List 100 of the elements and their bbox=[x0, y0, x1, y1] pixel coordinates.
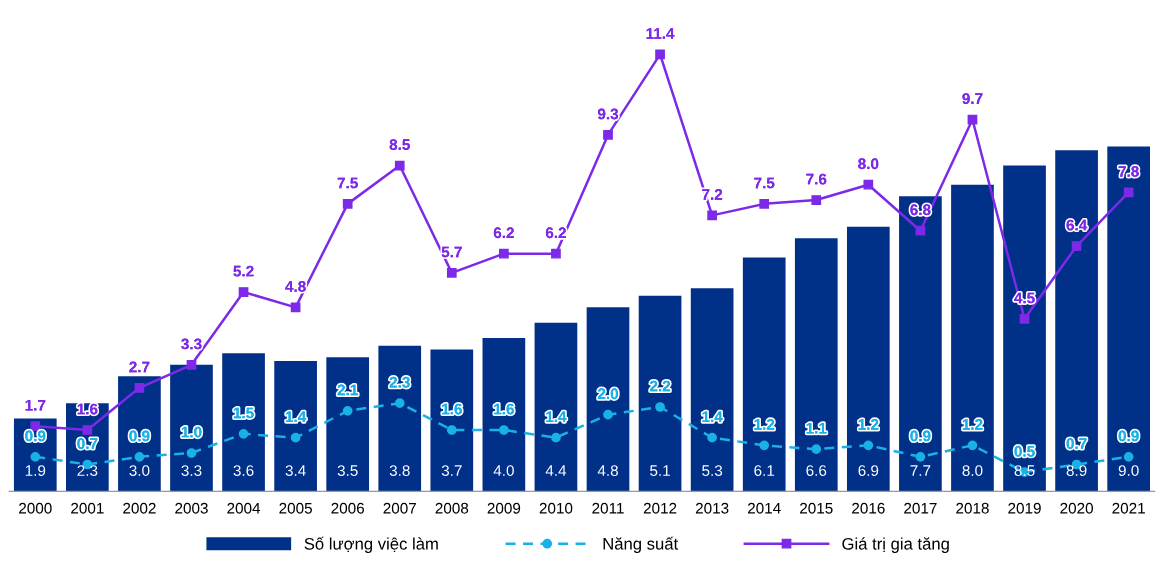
point bbox=[342, 405, 353, 416]
data-label: 3.6 bbox=[233, 465, 254, 476]
data-label: 8.5 bbox=[389, 139, 410, 151]
data-label: 9.0 bbox=[1118, 465, 1139, 476]
point bbox=[967, 440, 978, 451]
x-tick-label: 2012 bbox=[643, 502, 677, 514]
bar bbox=[482, 338, 526, 492]
bar bbox=[1107, 146, 1150, 492]
point bbox=[915, 451, 926, 462]
point bbox=[1019, 313, 1030, 324]
x-tick-label: 2009 bbox=[487, 502, 521, 514]
data-label: 6.4 bbox=[1066, 219, 1088, 231]
data-label: 1.2 bbox=[754, 418, 775, 430]
x-tick-label: 2002 bbox=[123, 502, 156, 514]
point bbox=[1123, 451, 1134, 462]
data-label: 0.9 bbox=[129, 430, 150, 442]
data-label: 7.8 bbox=[1118, 166, 1139, 177]
data-label: 2.7 bbox=[129, 361, 150, 373]
x-tick-label: 2010 bbox=[539, 502, 573, 514]
data-label: 0.7 bbox=[77, 438, 98, 449]
x-tick-label: 2004 bbox=[227, 502, 261, 514]
x-tick-label: 2014 bbox=[747, 502, 781, 514]
data-label: 0.9 bbox=[1118, 430, 1139, 442]
data-label: 8.5 bbox=[1014, 465, 1035, 476]
data-label: 1.6 bbox=[77, 403, 98, 415]
data-label: 11.4 bbox=[646, 28, 675, 39]
x-tick-label: 2017 bbox=[904, 502, 937, 514]
data-label: 1.9 bbox=[25, 465, 46, 476]
data-label: 8.0 bbox=[962, 465, 983, 476]
data-label: 9.7 bbox=[962, 93, 983, 105]
point bbox=[707, 210, 717, 221]
data-label: 3.4 bbox=[285, 465, 306, 476]
data-label: 6.9 bbox=[858, 465, 879, 476]
point bbox=[603, 130, 613, 140]
point bbox=[394, 398, 405, 409]
point bbox=[551, 248, 561, 259]
data-label: 2.3 bbox=[389, 376, 410, 388]
bar bbox=[742, 257, 786, 492]
data-label: 3.0 bbox=[129, 465, 150, 476]
data-label: 2.1 bbox=[337, 384, 358, 396]
point bbox=[342, 199, 353, 209]
x-tick-label: 2008 bbox=[435, 502, 469, 514]
bar bbox=[378, 345, 422, 492]
x-tick-label: 2016 bbox=[852, 502, 885, 514]
bar bbox=[170, 364, 213, 492]
x-tick-label: 2000 bbox=[19, 502, 52, 514]
point bbox=[134, 382, 145, 393]
data-label: 6.2 bbox=[493, 227, 514, 239]
data-label: 1.6 bbox=[494, 403, 514, 415]
x-tick-label: 2021 bbox=[1112, 502, 1145, 514]
point bbox=[238, 287, 249, 297]
data-label: 5.1 bbox=[650, 465, 670, 476]
bar bbox=[118, 376, 161, 492]
point bbox=[915, 225, 926, 236]
data-label: 1.4 bbox=[546, 411, 567, 422]
bar bbox=[430, 349, 474, 492]
x-tick-label: 2018 bbox=[956, 502, 989, 514]
point bbox=[1071, 241, 1082, 251]
bar bbox=[1003, 165, 1046, 492]
x-tick-label: 2001 bbox=[71, 502, 104, 514]
data-label: 0.9 bbox=[25, 430, 46, 442]
data-label: 6.1 bbox=[754, 465, 775, 476]
point bbox=[394, 160, 405, 171]
x-tick-label: 2007 bbox=[383, 502, 416, 514]
point bbox=[290, 302, 301, 313]
point bbox=[655, 49, 665, 60]
data-label: 2.0 bbox=[597, 388, 618, 400]
point bbox=[1123, 187, 1134, 198]
data-label: 6.6 bbox=[806, 465, 827, 476]
data-label: 0.9 bbox=[910, 430, 931, 442]
bar bbox=[534, 322, 578, 492]
bar bbox=[1055, 150, 1098, 492]
legend-label: Giá trị gia tăng bbox=[842, 537, 949, 553]
bar bbox=[274, 361, 317, 492]
bar bbox=[899, 196, 942, 492]
data-label: 4.0 bbox=[493, 465, 514, 476]
legend-label: Số lượng việc làm bbox=[304, 536, 438, 553]
data-label: 8.9 bbox=[1066, 465, 1087, 476]
x-tick-label: 2013 bbox=[695, 502, 729, 514]
point bbox=[499, 425, 509, 435]
data-label: 3.5 bbox=[337, 465, 358, 476]
point bbox=[134, 451, 145, 462]
point bbox=[551, 432, 561, 443]
x-tick-label: 2015 bbox=[800, 502, 833, 514]
point bbox=[603, 409, 613, 420]
bar bbox=[794, 238, 838, 492]
point bbox=[186, 359, 197, 370]
x-tick-label: 2011 bbox=[592, 502, 624, 514]
point bbox=[446, 425, 457, 435]
bar bbox=[586, 307, 630, 492]
point bbox=[30, 451, 41, 462]
data-label: 1.7 bbox=[25, 399, 46, 411]
bar bbox=[690, 288, 734, 492]
data-label: 4.8 bbox=[597, 465, 618, 476]
data-label: 2.3 bbox=[77, 465, 98, 476]
data-label: 4.4 bbox=[545, 465, 567, 476]
point bbox=[446, 267, 457, 278]
point bbox=[290, 432, 301, 443]
point bbox=[707, 432, 717, 443]
x-tick-label: 2019 bbox=[1008, 502, 1041, 514]
